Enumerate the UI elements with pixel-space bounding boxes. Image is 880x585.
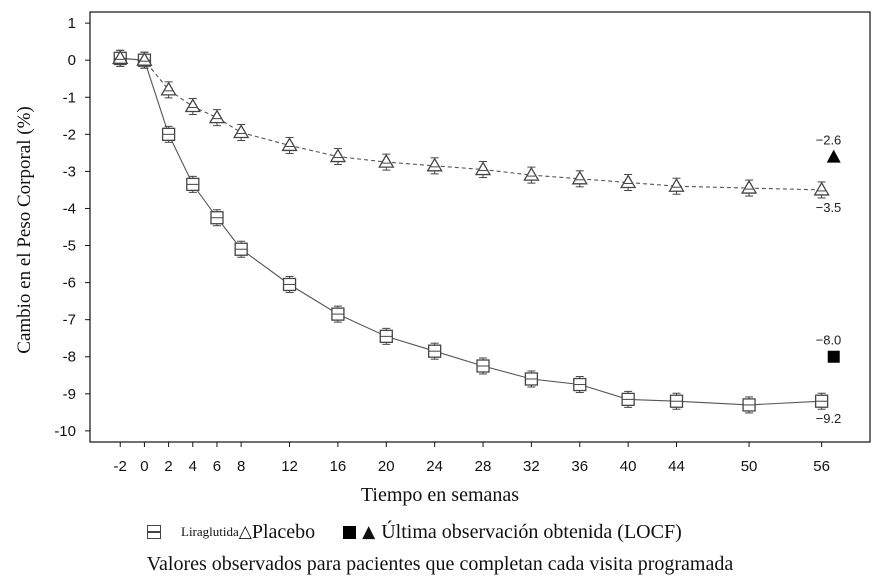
x-axis-label: Tiempo en semanas (360, 484, 520, 506)
liraglutida-observed-label: −9.2 (816, 411, 842, 426)
plot-frame (89, 11, 871, 443)
y-tick-label: -5 (63, 238, 76, 255)
x-tick-label: 36 (571, 458, 588, 475)
x-tick-label: 4 (189, 458, 197, 475)
placebo-locf-point (826, 149, 841, 163)
liraglutida-locf-label: −8.0 (816, 333, 842, 348)
x-tick-label: 50 (741, 458, 758, 475)
placebo-point (740, 179, 758, 194)
x-tick-label: 32 (523, 458, 540, 475)
placebo-point (329, 148, 347, 163)
placebo-point (112, 50, 129, 64)
y-axis-label: Cambio en el Peso Corporal (%) (14, 106, 35, 353)
x-tick-label: 20 (378, 458, 395, 475)
placebo-point (136, 51, 153, 66)
plot-area: 10-1-2-3-4-5-6-7-8-9-10-2 0 2 4 6 8 12 16 20 24 28… (54, 11, 871, 475)
x-tick-label: 2 (164, 458, 172, 475)
liraglutida-legend-marker (147, 525, 161, 540)
legend-liraglutida-label: Liraglutida (181, 524, 239, 540)
legend-locf-label: Última observación obtenida (LOCF) (381, 520, 682, 543)
placebo-point (281, 137, 298, 152)
x-tick-label: -2 (114, 458, 127, 475)
placebo-point (233, 124, 250, 139)
filled-triangle-icon: ▲ (362, 522, 376, 543)
placebo-point (160, 81, 177, 96)
placebo-point (378, 153, 395, 168)
placebo-locf-label: −2.6 (816, 133, 842, 148)
placebo-point (208, 109, 226, 124)
y-tick-label: -2 (63, 126, 76, 143)
placebo-point (184, 98, 201, 113)
y-tick-label: -4 (63, 200, 76, 217)
liraglutida-line (120, 57, 822, 406)
placebo-point (571, 170, 588, 185)
y-tick-label: -3 (63, 163, 76, 180)
x-tick-label: 28 (475, 458, 492, 475)
x-tick-label: 6 (213, 458, 221, 475)
placebo-point (474, 161, 492, 176)
placebo-observed-label: −3.5 (816, 200, 842, 215)
y-tick-label: -1 (63, 89, 76, 106)
chart-note: Valores observados para pacientes que co… (146, 553, 734, 575)
filled-square-icon (343, 525, 357, 539)
x-tick-label: 0 (140, 458, 148, 475)
y-tick-label: -7 (63, 312, 76, 329)
y-tick-label: 0 (68, 52, 76, 69)
x-tick-label: 40 (620, 458, 637, 475)
x-tick-label: 44 (668, 458, 685, 475)
y-tick-label: -10 (54, 423, 76, 440)
legend-placebo-label: Placebo (251, 520, 316, 543)
placebo-point (426, 157, 443, 172)
x-tick-label: 16 (330, 458, 347, 475)
x-tick-label: 12 (281, 458, 298, 475)
chart: Cambio en el Peso Corporal (%) 1 0 -1 -2 -3 -… (14, 11, 871, 475)
liraglutida-locf-point (827, 350, 840, 363)
placebo-point (668, 177, 685, 192)
y-tick-label: -8 (63, 349, 76, 366)
placebo-point (523, 166, 540, 181)
y-tick-label: 1 (68, 15, 76, 32)
placebo-point (813, 181, 830, 196)
y-tick-label: -6 (63, 275, 76, 292)
x-tick-label: 56 (813, 458, 830, 475)
x-tick-label: 24 (426, 458, 443, 475)
open-triangle-icon: △ (238, 522, 252, 543)
placebo-point (620, 174, 637, 189)
y-tick-label: -9 (63, 386, 76, 403)
placebo-line (120, 57, 822, 191)
x-tick-label: 8 (237, 458, 245, 475)
